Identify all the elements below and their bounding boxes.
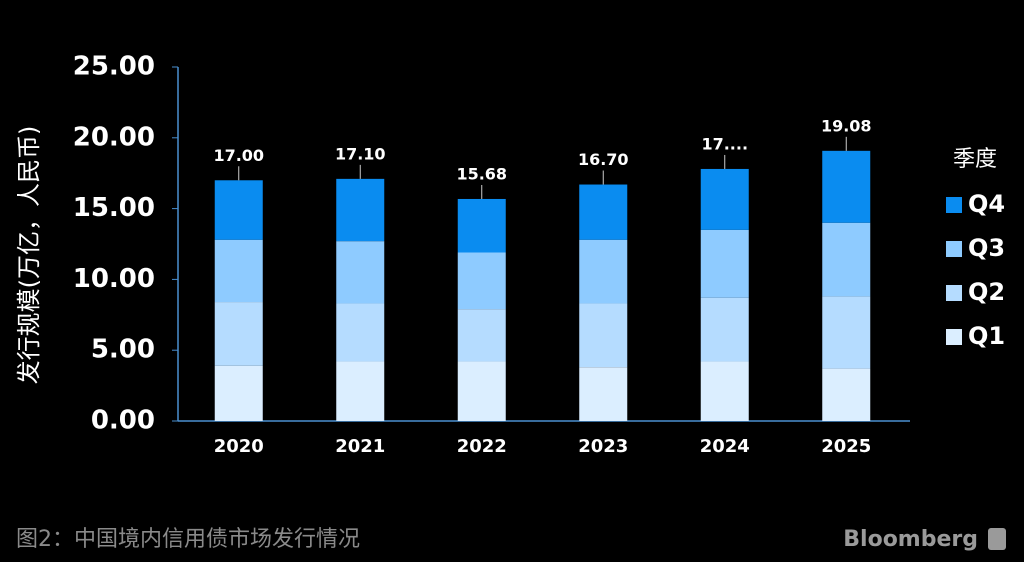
y-tick-label: 10.00 — [73, 264, 155, 294]
total-label: 19.08 — [821, 116, 872, 135]
bar-segment — [336, 241, 385, 304]
legend-swatch — [946, 329, 962, 345]
bar-segment — [822, 296, 871, 369]
bar-segment — [700, 229, 749, 298]
legend-label: Q3 — [968, 234, 1005, 262]
bar-segment — [336, 303, 385, 362]
y-tick-label: 0.00 — [91, 406, 155, 436]
total-label: 17.... — [701, 134, 748, 153]
bar-segment — [822, 150, 871, 223]
bar-segment — [822, 222, 871, 297]
bar-segment — [336, 361, 385, 421]
y-tick-label: 15.00 — [73, 193, 155, 223]
logo-icon — [988, 528, 1006, 550]
bar-segment — [214, 365, 263, 421]
x-tick-label: 2024 — [700, 436, 750, 457]
x-tick-label: 2023 — [578, 436, 628, 457]
bar-segment — [579, 184, 628, 240]
total-label: 16.70 — [578, 150, 629, 169]
bar-segment — [700, 297, 749, 362]
bar-segment — [579, 239, 628, 304]
bar-segment — [457, 198, 506, 253]
bar-segment — [822, 368, 871, 421]
legend-label: Q2 — [968, 278, 1005, 306]
bar-segment — [579, 303, 628, 368]
x-tick-label: 2025 — [821, 436, 871, 457]
total-label: 17.10 — [335, 144, 386, 163]
y-tick-label: 25.00 — [73, 52, 155, 82]
total-label: 17.00 — [213, 146, 264, 165]
bar-segment — [700, 361, 749, 421]
legend-label: Q1 — [968, 322, 1005, 350]
y-axis-label: 发行规模(万亿，人民币) — [15, 126, 43, 385]
bar-segment — [457, 361, 506, 421]
x-tick-label: 2021 — [335, 436, 385, 457]
legend-swatch — [946, 285, 962, 301]
total-label: 15.68 — [456, 164, 507, 183]
legend-swatch — [946, 197, 962, 213]
y-tick-label: 5.00 — [91, 335, 155, 365]
bar-segment — [579, 367, 628, 421]
bar-segment — [700, 168, 749, 230]
x-tick-label: 2022 — [457, 436, 507, 457]
bar-segment — [214, 302, 263, 366]
legend-label: Q4 — [968, 190, 1005, 218]
source: Bloomberg — [843, 527, 978, 552]
y-tick-label: 20.00 — [73, 122, 155, 152]
bar-segment — [457, 309, 506, 362]
bar-segment — [214, 239, 263, 303]
bar-segment — [214, 180, 263, 240]
bar-segment — [336, 178, 385, 242]
legend-title: 季度 — [953, 147, 997, 172]
caption: 图2：中国境内信用债市场发行情况 — [16, 527, 360, 552]
x-tick-label: 2020 — [214, 436, 264, 457]
bar-segment — [457, 252, 506, 310]
legend-swatch — [946, 241, 962, 257]
